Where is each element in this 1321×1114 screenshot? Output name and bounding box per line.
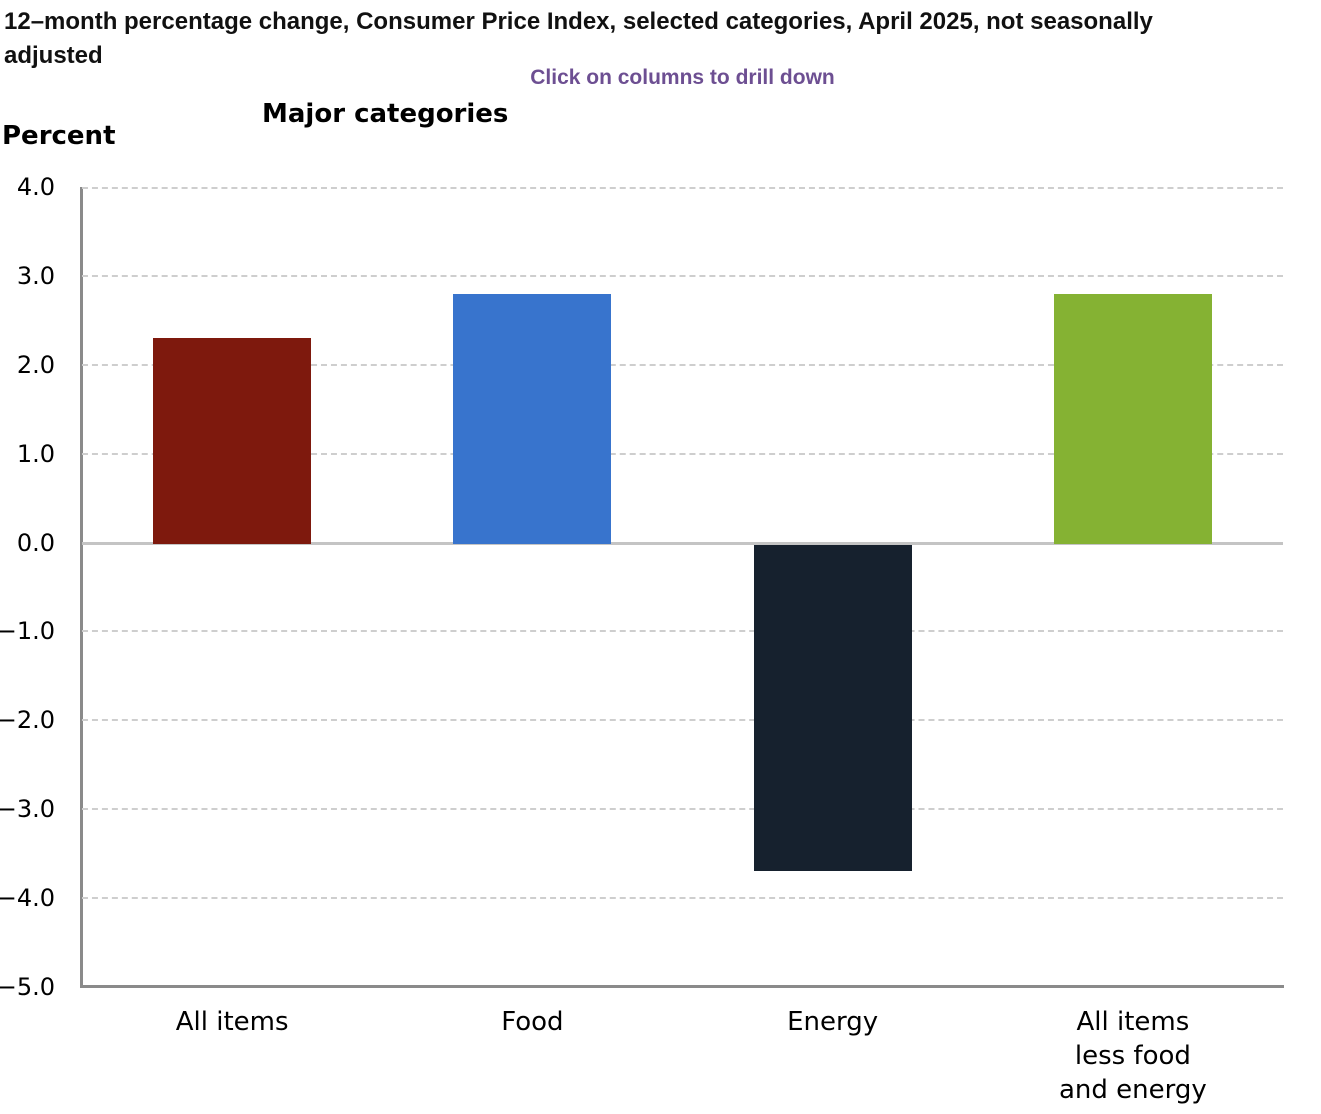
gridline-1.0 [82, 452, 1283, 455]
gridline-2.0 [82, 363, 1283, 366]
y-tick-label: 4.0 [16, 173, 55, 201]
zero-gridline [82, 541, 1283, 545]
y-tick-label: 1.0 [16, 439, 55, 468]
x-tick-label-food: Food [501, 1007, 564, 1037]
y-tick-label: 2.0 [16, 350, 55, 379]
y-tick-label: −5.0 [0, 973, 55, 1001]
page-title: 12–month percentage change, Consumer Pri… [4, 8, 1153, 69]
gridline-4.0 [82, 187, 1283, 189]
y-axis-line [80, 187, 83, 988]
bar-food[interactable] [453, 293, 612, 544]
bar-energy[interactable] [753, 544, 912, 872]
y-tick-label: 3.0 [16, 261, 55, 290]
y-tick-label: −3.0 [0, 795, 55, 824]
x-tick-label-all-items-less-food-and-energy: All items less food and energy [1058, 1007, 1207, 1105]
y-axis-title: Percent [2, 121, 116, 151]
plot-area [80, 187, 1284, 988]
y-axis-tick-labels: 4.0 3.0 2.0 1.0 0.0 −1.0 −2.0 −3.0 −4.0 −5.0 [0, 173, 60, 1001]
gridline-neg2.0 [82, 719, 1283, 722]
gridline-neg3.0 [82, 808, 1283, 811]
x-axis-tick-labels: All items Food Energy All items less food and… [82, 1005, 1283, 1110]
x-axis-line [80, 985, 1284, 988]
drill-down-hint: Click on columns to drill down [530, 66, 835, 89]
chart-title: Major categories [262, 99, 509, 129]
y-tick-label: −2.0 [0, 706, 55, 735]
bar-all-items[interactable] [153, 338, 312, 544]
y-tick-label: 0.0 [16, 528, 55, 557]
gridline-neg4.0 [82, 897, 1283, 900]
x-tick-label-all-items: All items [175, 1007, 289, 1037]
x-tick-label-energy: Energy [787, 1007, 879, 1037]
y-tick-label: −4.0 [0, 884, 55, 913]
gridline-neg1.0 [82, 630, 1283, 633]
y-tick-label: −1.0 [0, 617, 55, 646]
bar-all-items-less-food-and-energy[interactable] [1053, 293, 1212, 544]
gridline-3.0 [82, 274, 1283, 277]
